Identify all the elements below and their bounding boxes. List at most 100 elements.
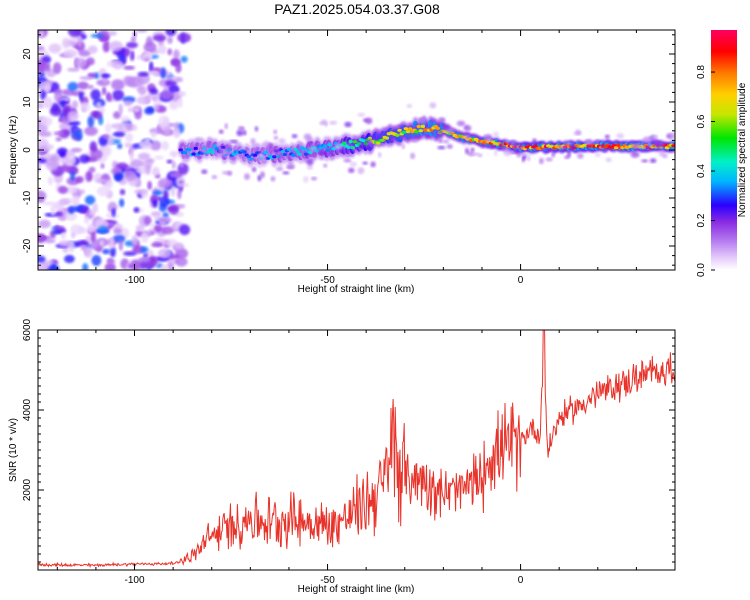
ridge-core: [376, 141, 381, 145]
side-lobe: [254, 126, 259, 132]
noise-blob: [70, 170, 75, 182]
noise-blob: [109, 41, 123, 52]
noise-blob: [92, 202, 99, 214]
noise-blob: [146, 158, 155, 164]
noise-blob: [92, 111, 103, 120]
noise-blob: [145, 138, 150, 143]
side-lobe: [319, 151, 329, 155]
noise-blob: [163, 189, 169, 200]
noise-blob: [100, 163, 105, 169]
noise-blob: [133, 207, 140, 213]
colorbar-scale: [711, 30, 737, 270]
noise-blob: [84, 246, 93, 258]
noise-blob: [153, 224, 163, 233]
noise-blob: [128, 263, 136, 269]
noise-blob: [135, 224, 145, 232]
noise-blob: [79, 76, 94, 81]
side-lobe: [348, 167, 355, 173]
noise-blob: [55, 211, 64, 217]
colorbar-tick-label: 0.4: [696, 164, 707, 178]
noise-blob: [143, 267, 148, 270]
noise-blob: [149, 230, 156, 235]
ridge-core: [395, 133, 400, 137]
side-lobe: [471, 152, 479, 156]
side-lobe: [510, 142, 519, 148]
side-lobe: [303, 176, 309, 183]
x-tick-label: 0: [518, 275, 524, 286]
side-lobe: [278, 138, 286, 144]
spectrogram-x-axis-label: Height of straight line (km): [298, 284, 415, 295]
side-lobe: [323, 163, 328, 168]
side-lobe: [357, 167, 365, 175]
ridge-core: [187, 147, 192, 152]
noise-blob: [95, 178, 108, 184]
noise-blob: [129, 148, 134, 161]
noise-blob: [173, 49, 180, 60]
noise-blob: [151, 131, 157, 138]
noise-blob: [118, 103, 123, 116]
noise-blob: [84, 216, 90, 224]
side-lobe: [258, 154, 267, 158]
noise-blob: [42, 96, 53, 109]
noise-blob: [160, 90, 174, 100]
side-lobe: [567, 150, 571, 158]
side-lobe: [616, 133, 625, 139]
side-lobe: [282, 171, 290, 175]
noise-blob: [171, 160, 176, 170]
ridge-core: [352, 140, 358, 144]
side-lobe: [224, 144, 233, 151]
side-lobe: [343, 158, 352, 163]
ridge-core: [418, 129, 423, 133]
ridge-core: [327, 143, 332, 147]
ridge-core: [208, 147, 213, 152]
ridge-core: [380, 138, 385, 142]
noise-blob: [77, 38, 82, 48]
ridge-core: [401, 130, 406, 134]
ridge-core: [295, 150, 300, 154]
colorbar-tick-label: 0.0: [696, 263, 707, 277]
side-lobe: [367, 139, 373, 147]
side-lobe: [595, 139, 600, 144]
noise-blob: [127, 107, 133, 113]
side-lobe: [551, 151, 556, 158]
side-lobe: [211, 175, 218, 180]
side-lobe: [362, 161, 368, 165]
noise-blob: [179, 224, 191, 236]
ridge-core: [191, 152, 196, 156]
side-lobe: [649, 158, 657, 163]
side-lobe: [286, 163, 295, 170]
side-lobe: [324, 121, 328, 127]
noise-blob: [52, 62, 62, 74]
noise-blob: [147, 180, 153, 190]
noise-blob: [71, 232, 76, 239]
noise-blob: [123, 75, 134, 86]
side-lobe: [358, 143, 367, 149]
side-lobe: [357, 112, 366, 117]
noise-blob: [137, 152, 151, 161]
noise-blob: [135, 166, 148, 175]
noise-blob: [105, 123, 112, 134]
noise-blob: [125, 132, 134, 143]
side-lobe: [242, 130, 247, 136]
ridge-core: [282, 152, 288, 157]
side-lobe: [201, 169, 208, 174]
noise-blob: [119, 198, 125, 208]
noise-blob: [166, 159, 173, 164]
noise-blob: [72, 195, 80, 207]
side-lobe: [631, 143, 641, 149]
noise-blob: [55, 136, 62, 142]
ridge-core: [231, 152, 237, 156]
ridge-core: [246, 155, 251, 159]
side-lobe: [365, 117, 373, 125]
side-lobe: [669, 132, 675, 139]
ridge-core: [405, 130, 411, 134]
noise-blob: [93, 72, 100, 79]
noise-blob: [73, 57, 87, 69]
snr-axes: -100 -50 0 2000 4000 6000: [22, 318, 676, 586]
noise-blob: [71, 100, 79, 109]
noise-blob: [102, 248, 110, 255]
ridge-core: [350, 146, 355, 150]
side-lobe: [527, 155, 531, 162]
noise-blob: [165, 30, 177, 37]
side-lobe: [648, 142, 652, 147]
